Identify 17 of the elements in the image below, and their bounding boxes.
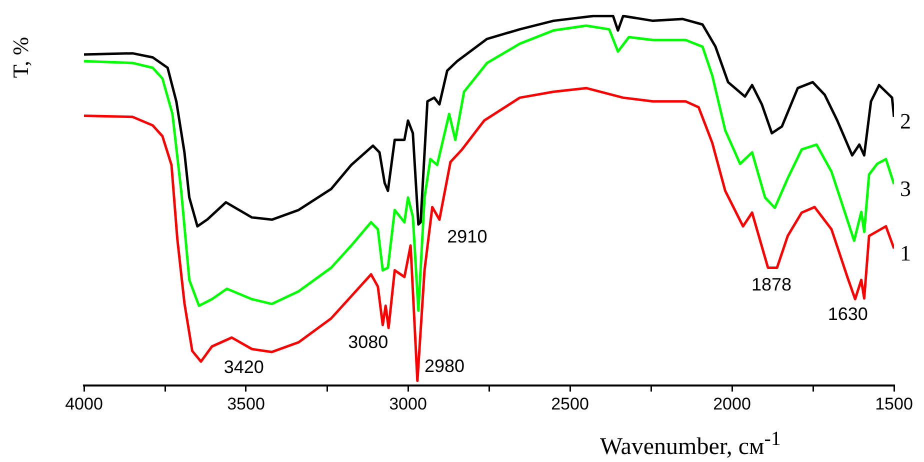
series-label: 1 xyxy=(900,240,911,266)
series-label: 3 xyxy=(900,176,911,201)
x-tick-label: 3000 xyxy=(389,394,427,414)
x-tick-label: 2500 xyxy=(551,394,589,414)
annotation: 1630 xyxy=(828,304,868,324)
annotation: 2980 xyxy=(424,356,465,376)
x-tick-label: 4000 xyxy=(65,394,103,414)
annotation: 2910 xyxy=(447,226,488,247)
series-label: 2 xyxy=(900,108,911,134)
annotation: 3420 xyxy=(224,356,264,377)
annotation: 3080 xyxy=(348,332,388,352)
annotation: 1878 xyxy=(752,274,792,295)
x-axis-title: Wavenumber, см$^{-1}$ xyxy=(600,428,781,461)
y-axis-title: T, % xyxy=(8,36,34,78)
x-tick-label: 1500 xyxy=(875,394,913,414)
x-tick-label: 2000 xyxy=(713,394,751,414)
x-tick-label: 3500 xyxy=(227,394,265,414)
